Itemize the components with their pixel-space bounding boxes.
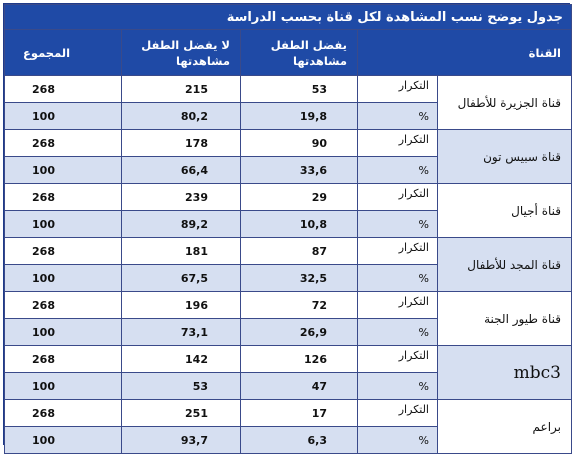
- freq-not-prefer-cell: 181: [121, 237, 241, 265]
- pct-not-prefer-cell: 53: [121, 372, 241, 400]
- freq-prefer-cell: 29: [240, 183, 358, 211]
- pct-prefer-cell: 6,3: [240, 426, 358, 454]
- channel-name: براعم: [437, 399, 572, 454]
- table-row: % 33,6 66,4 100: [4, 156, 572, 184]
- channel-name: قناة طيور الجنة: [437, 291, 572, 346]
- header-prefer: يفضل الطفل مشاهدتها: [240, 29, 358, 76]
- freq-prefer-cell: 53: [240, 75, 358, 103]
- freq-prefer-cell: 72: [240, 291, 358, 319]
- percent-label: %: [357, 102, 438, 130]
- pct-total-cell: 100: [4, 156, 122, 184]
- freq-not-prefer-cell: 196: [121, 291, 241, 319]
- channel-viewing-table-frame: جدول يوضح نسب المشاهدة لكل قناة بحسب الد…: [3, 3, 572, 454]
- table-row: % 10,8 89,2 100: [4, 210, 572, 238]
- percent-label: %: [357, 372, 438, 400]
- freq-not-prefer-cell: 215: [121, 75, 241, 103]
- freq-prefer-cell: 90: [240, 129, 358, 157]
- percent-label: %: [357, 156, 438, 184]
- pct-not-prefer-cell: 80,2: [121, 102, 241, 130]
- pct-not-prefer-cell: 89,2: [121, 210, 241, 238]
- freq-total-cell: 268: [4, 399, 122, 427]
- pct-total-cell: 100: [4, 264, 122, 292]
- table-row: قناة طيور الجنة التكرار 72 196 268: [4, 291, 572, 346]
- pct-prefer-cell: 19,8: [240, 102, 358, 130]
- pct-total-cell: 100: [4, 372, 122, 400]
- table-row: % 6,3 93,7 100: [4, 426, 572, 454]
- freq-not-prefer-cell: 239: [121, 183, 241, 211]
- freq-prefer-cell: 87: [240, 237, 358, 265]
- pct-prefer-cell: 47: [240, 372, 358, 400]
- table-title: جدول يوضح نسب المشاهدة لكل قناة بحسب الد…: [4, 4, 572, 30]
- table-row: % 19,8 80,2 100: [4, 102, 572, 130]
- freq-not-prefer-cell: 251: [121, 399, 241, 427]
- freq-total-cell: 268: [4, 237, 122, 265]
- pct-prefer-cell: 33,6: [240, 156, 358, 184]
- header-not-prefer: لا يفضل الطفل مشاهدتها: [121, 29, 241, 76]
- header-total: المجموع: [4, 29, 122, 76]
- table-row: % 26,9 73,1 100: [4, 318, 572, 346]
- pct-total-cell: 100: [4, 102, 122, 130]
- percent-label: %: [357, 264, 438, 292]
- channel-name: قناة المجد للأطفال: [437, 237, 572, 292]
- pct-not-prefer-cell: 93,7: [121, 426, 241, 454]
- channel-viewing-table: جدول يوضح نسب المشاهدة لكل قناة بحسب الد…: [4, 4, 572, 454]
- freq-prefer-cell: 126: [240, 345, 358, 373]
- pct-not-prefer-cell: 67,5: [121, 264, 241, 292]
- table-row: قناة الجزيرة للأطفال التكرار 53 215 268: [4, 75, 572, 130]
- frequency-label: التكرار: [357, 237, 438, 265]
- channel-name: قناة الجزيرة للأطفال: [437, 75, 572, 130]
- frequency-label: التكرار: [357, 291, 438, 319]
- frequency-label: التكرار: [357, 399, 438, 427]
- frequency-label: التكرار: [357, 345, 438, 373]
- freq-not-prefer-cell: 178: [121, 129, 241, 157]
- frequency-label: التكرار: [357, 75, 438, 103]
- frequency-label: التكرار: [357, 129, 438, 157]
- pct-not-prefer-cell: 73,1: [121, 318, 241, 346]
- channel-name: قناة أجيال: [437, 183, 572, 238]
- table-body: قناة الجزيرة للأطفال التكرار 53 215 268% 19,8…: [4, 75, 572, 454]
- pct-prefer-cell: 26,9: [240, 318, 358, 346]
- table-row: mbc3 التكرار 126 142 268: [4, 345, 572, 400]
- freq-total-cell: 268: [4, 183, 122, 211]
- freq-not-prefer-cell: 142: [121, 345, 241, 373]
- freq-total-cell: 268: [4, 129, 122, 157]
- table-row: % 47 53 100: [4, 372, 572, 400]
- channel-name: mbc3: [437, 345, 572, 400]
- freq-total-cell: 268: [4, 291, 122, 319]
- table-row: % 32,5 67,5 100: [4, 264, 572, 292]
- table-row: قناة سبيس تون التكرار 90 178 268: [4, 129, 572, 184]
- table-row: براعم التكرار 17 251 268: [4, 399, 572, 454]
- freq-prefer-cell: 17: [240, 399, 358, 427]
- percent-label: %: [357, 426, 438, 454]
- table-row: قناة المجد للأطفال التكرار 87 181 268: [4, 237, 572, 292]
- percent-label: %: [357, 318, 438, 346]
- pct-total-cell: 100: [4, 426, 122, 454]
- pct-prefer-cell: 32,5: [240, 264, 358, 292]
- header-channel: القناة: [357, 29, 572, 76]
- pct-not-prefer-cell: 66,4: [121, 156, 241, 184]
- percent-label: %: [357, 210, 438, 238]
- frequency-label: التكرار: [357, 183, 438, 211]
- freq-total-cell: 268: [4, 345, 122, 373]
- pct-total-cell: 100: [4, 210, 122, 238]
- pct-total-cell: 100: [4, 318, 122, 346]
- pct-prefer-cell: 10,8: [240, 210, 358, 238]
- channel-name: قناة سبيس تون: [437, 129, 572, 184]
- table-row: قناة أجيال التكرار 29 239 268: [4, 183, 572, 238]
- freq-total-cell: 268: [4, 75, 122, 103]
